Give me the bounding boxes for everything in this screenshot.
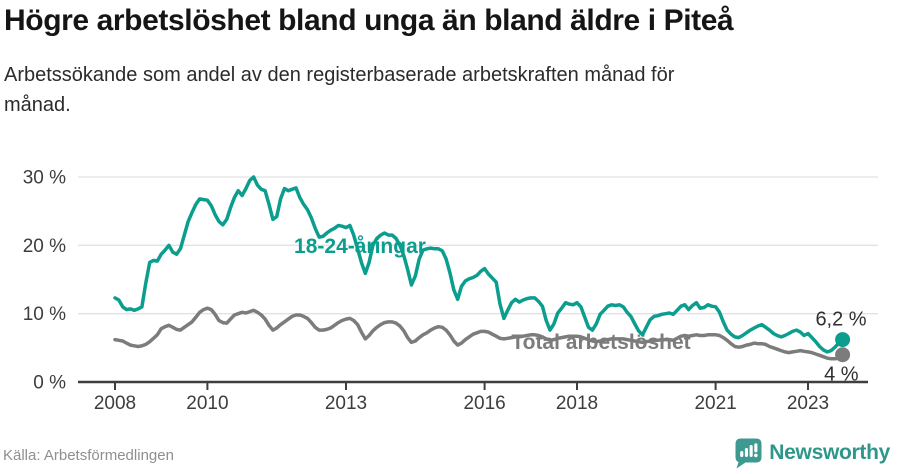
newsworthy-wordmark: Newsworthy (769, 441, 890, 464)
line-youth (113, 175, 845, 354)
source-note: Källa: Arbetsförmedlingen (3, 447, 174, 464)
page-subtitle: Arbetssökande som andel av den registerb… (4, 64, 675, 116)
y-tick-label-30: 30 % (23, 168, 66, 189)
x-tick-label-2013: 2013 (325, 393, 367, 414)
series-label-youth: 18-24-åringar (294, 235, 426, 258)
x-tick-label-2008: 2008 (94, 393, 136, 414)
x-tick-label-2021: 2021 (694, 393, 736, 414)
x-tick-label-2023: 2023 (787, 393, 829, 414)
y-tick-label-10: 10 % (23, 304, 66, 325)
x-tick-label-2010: 2010 (186, 393, 228, 414)
x-tick-label-2018: 2018 (556, 393, 598, 414)
x-tick-label-2016: 2016 (463, 393, 505, 414)
series-label-total: Total arbetslöshet (511, 331, 690, 354)
line-total (113, 306, 845, 361)
end-dot-total (835, 347, 851, 363)
y-tick-label-20: 20 % (23, 236, 66, 257)
newsworthy-brand: Newsworthy (735, 437, 890, 469)
end-value-label-youth: 6,2 % (815, 309, 866, 331)
end-dot-youth (835, 332, 851, 348)
end-value-label-total: 4 % (824, 364, 859, 386)
newsworthy-logo-icon (735, 438, 762, 468)
page-title: Högre arbetslöshet bland unga än bland ä… (4, 4, 734, 37)
unemployment-line-chart: 30 % 20 % 10 % 0 % 2008 2010 2013 2016 2018 2021 2… (23, 168, 878, 414)
y-tick-label-0: 0 % (33, 373, 66, 394)
